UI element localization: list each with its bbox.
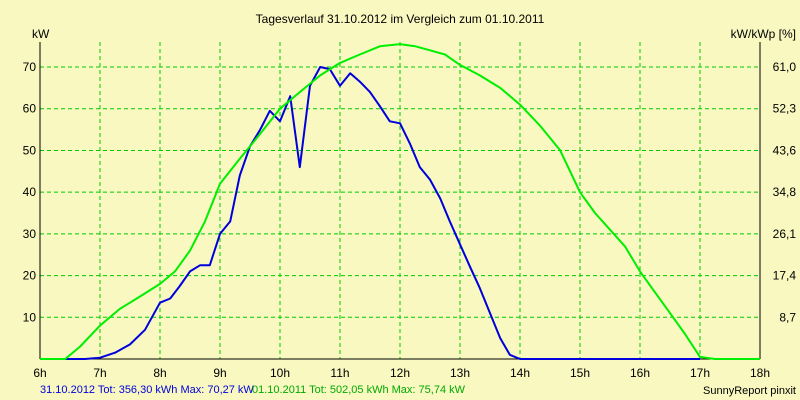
y-right-tick-label: 34,8 [773, 185, 797, 199]
y-right-tick-label: 26,1 [773, 227, 797, 241]
x-tick-label: 13h [450, 366, 470, 380]
series-line-1 [40, 66, 700, 360]
x-tick-label: 14h [510, 366, 530, 380]
y-right-tick-label: 61,0 [773, 60, 797, 74]
y-left-tick-label: 30 [23, 227, 37, 241]
x-tick-label: 16h [630, 366, 650, 380]
x-tick-label: 15h [570, 366, 590, 380]
y-right-tick-label: 8,7 [779, 310, 796, 324]
x-tick-label: 11h [330, 366, 349, 380]
x-tick-label: 9h [213, 366, 226, 380]
footer-series-1: 31.10.2012 Tot: 356,30 kWh Max: 70,27 kW [40, 384, 254, 396]
y-right-tick-label: 43,6 [773, 143, 797, 157]
y-left-tick-label: 20 [23, 269, 37, 283]
x-tick-label: 8h [153, 366, 166, 380]
y-right-tick-label: 52,3 [773, 102, 797, 116]
left-axis-label: kW [32, 27, 50, 41]
y-right-tick-label: 17,4 [773, 269, 797, 283]
right-axis-label: kW/kWp [%] [731, 27, 796, 41]
x-tick-label: 7h [93, 366, 106, 380]
y-left-tick-label: 40 [23, 185, 37, 199]
legend-footer: 31.10.2012 Tot: 356,30 kWh Max: 70,27 kW… [40, 384, 796, 397]
tick-labels: 6h 7h 8h 9h 10h 11h 12h 13h 14h 15h 16h 17h 18h 10 20 3… [23, 60, 797, 380]
series-lines [40, 43, 760, 360]
series-line-2 [40, 43, 760, 360]
chart-title: Tagesverlauf 31.10.2012 im Vergleich zum… [256, 12, 545, 26]
x-tick-label: 17h [690, 366, 710, 380]
x-tick-label: 10h [270, 366, 290, 380]
y-left-tick-label: 60 [23, 102, 37, 116]
x-tick-label: 12h [390, 366, 410, 380]
y-left-tick-label: 10 [23, 310, 37, 324]
x-tick-label: 18h [750, 366, 770, 380]
footer-credit: SunnyReport pinxit [703, 385, 796, 397]
y-left-tick-label: 50 [23, 143, 37, 157]
y-left-tick-label: 70 [23, 60, 37, 74]
x-tick-label: 6h [33, 366, 46, 380]
footer-series-2: 01.10.2011 Tot: 502,05 kWh Max: 75,74 kW [252, 384, 466, 396]
grid-lines [40, 42, 760, 359]
